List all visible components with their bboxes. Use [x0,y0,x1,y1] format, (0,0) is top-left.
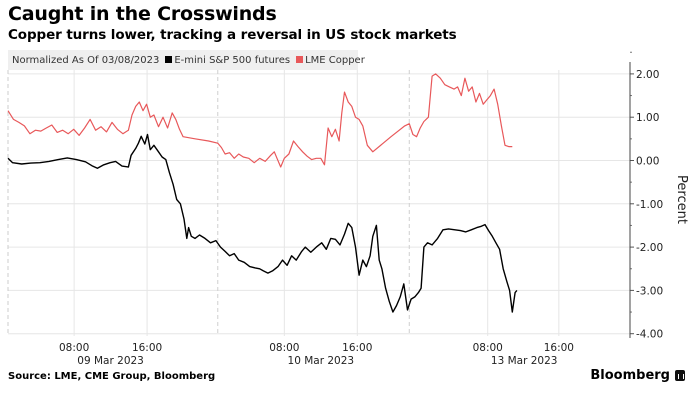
x-tick-label: 08:00 [269,342,299,354]
chart-subtitle: Copper turns lower, tracking a reversal … [8,27,457,43]
bloomberg-terminal-icon [675,370,685,381]
legend-item-copper[interactable]: LME Copper [296,55,365,66]
y-axis-label: Percent [674,175,689,224]
y-tick-label: 1.00 [636,112,659,124]
x-tick-label: 08:00 [59,342,89,354]
legend-item-sp500[interactable]: E-mini S&P 500 futures [165,55,290,66]
source-note: Source: LME, CME Group, Bloomberg [8,371,216,382]
y-tick-label: 2.00 [636,69,659,81]
y-tick-label: -3.00 [636,285,663,297]
grid [7,70,630,336]
x-tick-label: 16:00 [132,342,162,354]
y-tick-label: -2.00 [636,242,663,254]
y-tick-label: 0.00 [636,156,659,168]
x-tick-label: 08:00 [473,342,503,354]
y-tick-label: -1.00 [636,199,663,211]
legend-note: Normalized As Of 03/08/2023 [12,54,160,66]
x-date-label: 09 Mar 2023 [77,355,144,367]
legend-swatch-sp500 [165,55,173,63]
legend: Normalized As Of 03/08/2023 E-mini S&P 5… [8,50,365,70]
axes: 2.001.000.00-1.00-2.00-3.00-4.0008:0009 … [59,51,689,367]
legend-swatch-copper [296,55,304,63]
x-date-label: 13 Mar 2023 [491,355,558,367]
series-line-sp500-futures [7,133,518,313]
legend-label-sp500: E-mini S&P 500 futures [174,54,291,66]
chart-title: Caught in the Crosswinds [8,3,277,25]
bloomberg-logo: Bloomberg [590,368,685,383]
x-date-label: 10 Mar 2023 [288,355,355,367]
series-line-lme-copper [7,73,513,168]
series-layer [7,73,518,313]
brand-label: Bloomberg [590,368,670,383]
x-tick-label: 16:00 [342,342,372,354]
y-tick-label: -4.00 [636,329,663,341]
x-tick-label: 16:00 [544,342,574,354]
legend-label-copper: LME Copper [305,54,365,66]
